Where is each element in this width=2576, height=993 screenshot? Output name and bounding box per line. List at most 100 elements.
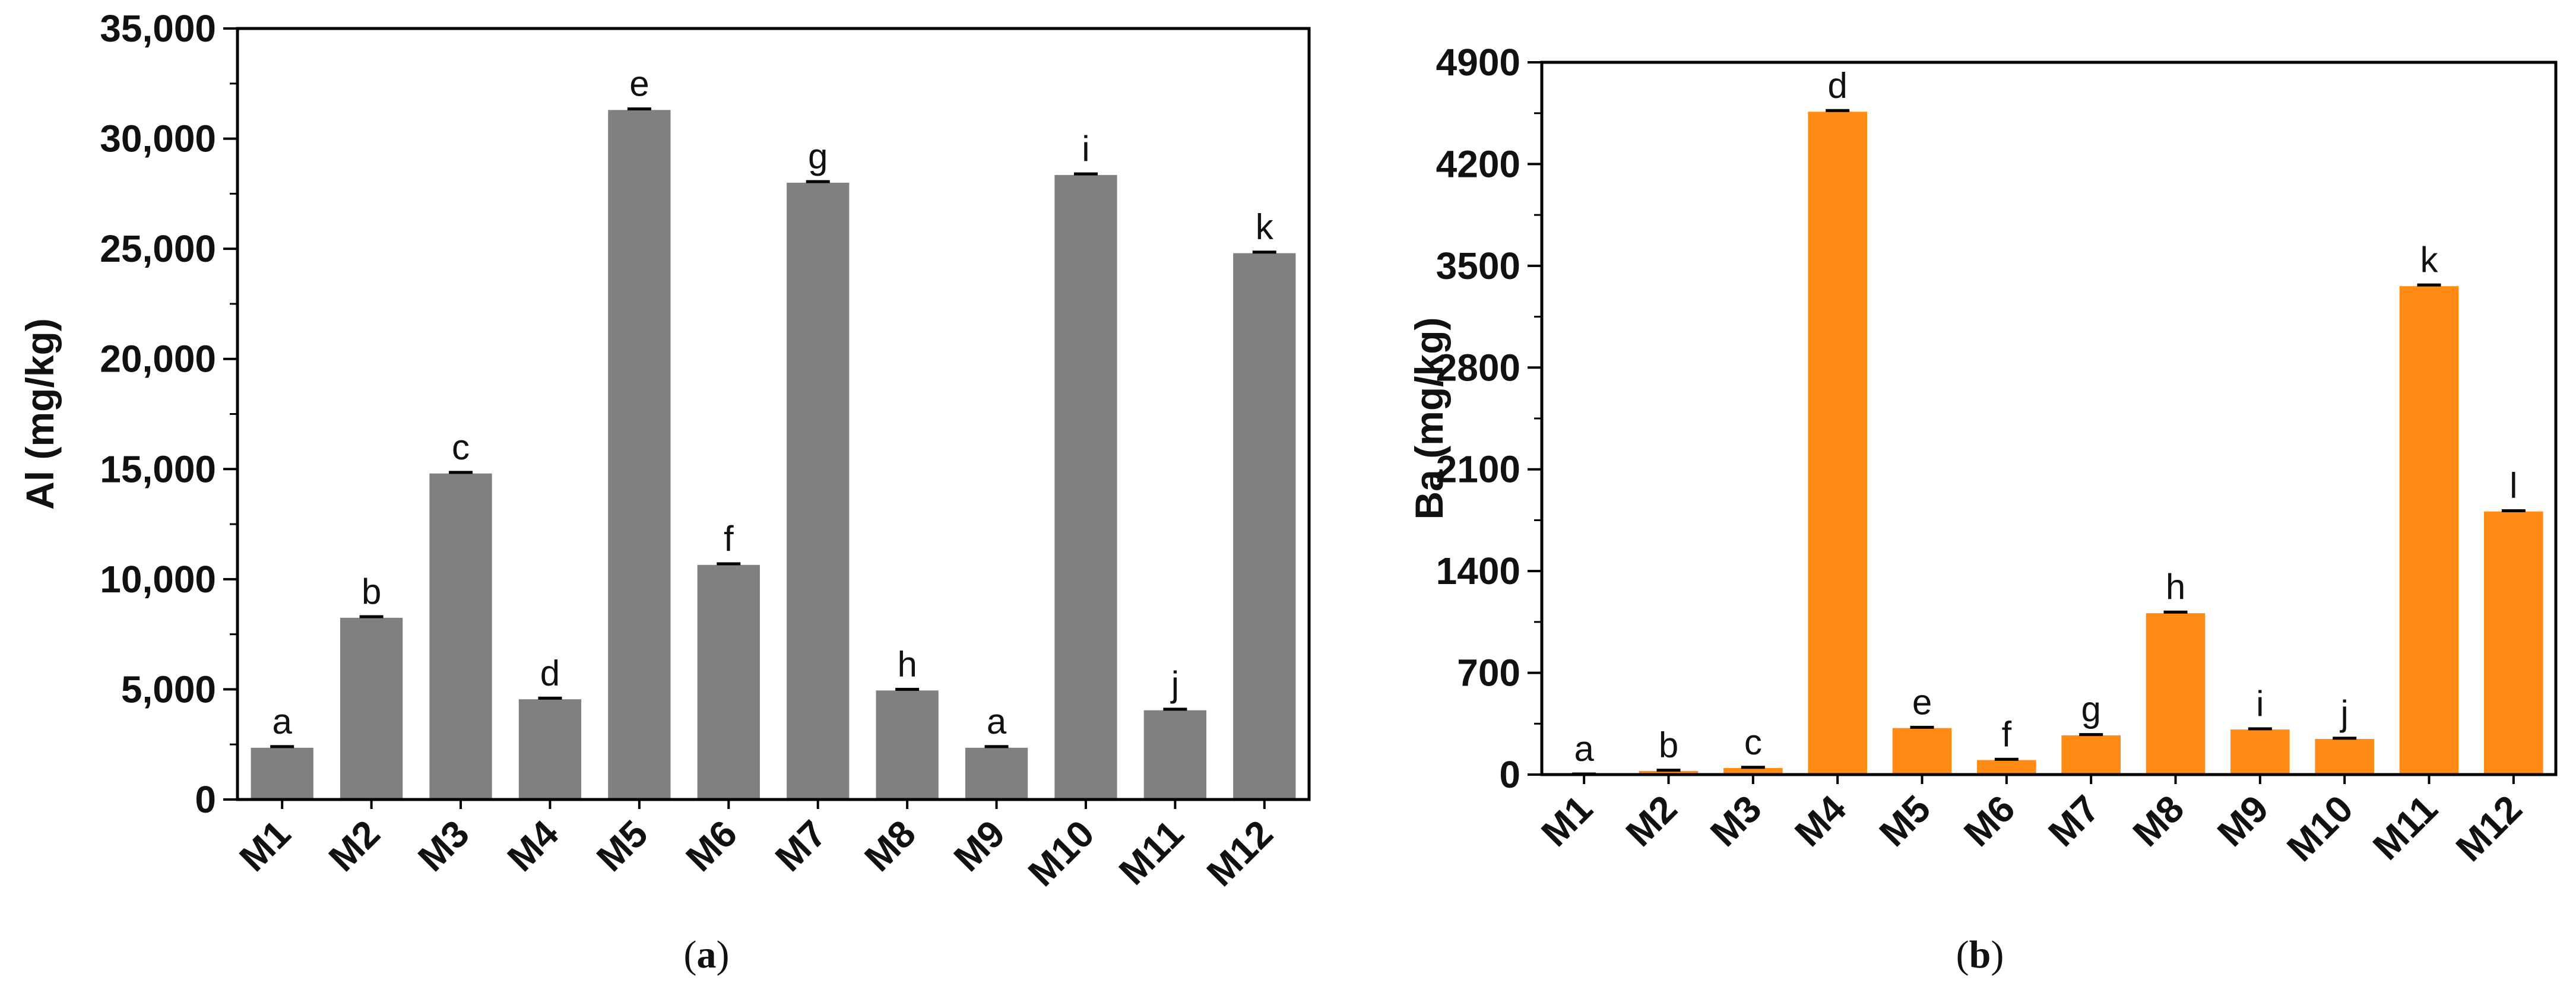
bar-m6 [697,564,760,800]
x-tick-label-m1: M1 [1533,787,1601,855]
bar-m8 [2146,613,2206,775]
significance-letter-m8: h [897,644,917,684]
plot-frame [1540,61,2558,776]
significance-letter-m1: a [273,702,293,741]
x-tick-label-m9: M9 [946,812,1013,880]
significance-letter-m6: f [2001,714,2011,754]
panel-caption: (b) [1956,933,2004,976]
caption-open-paren: ( [1956,933,1969,976]
x-tick-label-m11: M11 [2365,787,2445,868]
significance-letter-m3: c [1744,722,1762,762]
x-tick-label-m10: M10 [2279,787,2361,870]
x-tick-label-m12: M12 [1199,812,1281,894]
significance-letter-m10: j [2339,693,2348,733]
bar-m5 [1892,728,1952,775]
x-tick-label-m7: M7 [767,812,835,880]
significance-letter-m9: a [987,702,1007,741]
bar-m7 [787,182,850,800]
significance-letter-m5: e [1912,682,1932,722]
bar-m10 [2315,739,2374,775]
y-axis-title: Ba (mg/kg) [1407,317,1451,519]
y-tick-label: 4900 [1436,41,1520,84]
y-tick-label: 10,000 [100,558,216,601]
y-tick-label: 35,000 [100,7,216,50]
significance-letter-m11: k [2420,240,2439,280]
bar-m2 [340,617,403,800]
x-tick-label-m1: M1 [231,812,299,880]
bar-m3 [429,473,492,800]
panel-caption: (a) [684,933,730,976]
y-tick-label: 700 [1457,652,1520,694]
x-tick-label-m8: M8 [856,812,924,880]
significance-letter-m6: f [724,519,734,559]
x-tick-label-m11: M11 [1111,812,1192,893]
y-tick-label: 15,000 [100,448,216,490]
significance-letter-m11: j [1170,664,1179,704]
y-tick-label: 4200 [1436,142,1520,185]
significance-letter-m3: c [452,427,470,467]
bar-m3 [1723,767,1783,775]
y-tick-label: 0 [195,778,216,821]
bar-m9 [965,747,1028,800]
significance-letter-m9: i [2256,684,2264,724]
caption-letter: a [697,933,717,976]
significance-letter-m1: a [1574,729,1594,769]
bar-m10 [1054,175,1117,800]
significance-letter-m7: g [808,137,828,176]
y-tick-label: 3500 [1436,245,1520,287]
significance-letter-m4: d [540,653,560,693]
caption-letter: b [1969,933,1991,976]
x-tick-label-m2: M2 [1618,787,1685,855]
y-tick-label: 20,000 [100,338,216,380]
caption-close-paren: ) [717,933,730,976]
x-tick-label-m12: M12 [2448,787,2530,870]
x-tick-label-m4: M4 [499,812,567,880]
significance-letter-m2: b [1659,725,1678,765]
bar-m11 [1143,710,1207,800]
y-tick-label: 5,000 [121,668,216,710]
significance-letter-m4: d [1827,65,1847,105]
y-tick-label: 30,000 [100,118,216,160]
bar-m8 [876,690,939,800]
bar-m11 [2399,286,2459,775]
significance-letter-m5: e [629,64,649,103]
bar-m12 [2484,511,2543,775]
bar-m5 [608,110,671,800]
significance-letter-m2: b [362,572,381,611]
x-tick-label-m7: M7 [2040,787,2108,855]
bar-m2 [1639,770,1699,775]
significance-letter-m12: k [1256,207,1274,247]
caption-open-paren: ( [684,933,697,976]
y-tick-label: 0 [1499,753,1520,796]
bar-m12 [1233,253,1296,800]
significance-letter-m12: l [2510,466,2517,506]
y-tick-label: 1400 [1436,550,1520,592]
bar-m1 [251,747,313,800]
x-tick-label-m2: M2 [321,812,388,880]
bar-m6 [1977,760,2036,775]
x-tick-label-m4: M4 [1786,787,1854,855]
bar-m7 [2061,735,2121,775]
y-tick-label: 2800 [1436,346,1520,389]
x-tick-label-m5: M5 [588,812,656,880]
chart-panel-b: a M1 b M2 c M3 d M4 e M5 f M6 g M7 h M8 i M9 j M10 k M11 l M12 0… [1407,41,2558,976]
x-tick-label-m9: M9 [2209,787,2277,855]
significance-letter-m8: h [2166,567,2185,607]
x-tick-label-m8: M8 [2125,787,2192,855]
bar-m9 [2230,729,2290,775]
bar-m4 [518,699,582,800]
x-tick-label-m6: M6 [677,812,745,880]
chart-panel-a: a M1 b M2 c M3 d M4 e M5 f M6 g M7 h M8 a M9 i M10 j M11 k M12 0… [18,7,1311,976]
y-axis-title: Al (mg/kg) [18,318,62,510]
x-tick-label-m6: M6 [1956,787,2023,855]
x-tick-label-m3: M3 [1702,787,1770,855]
plot-frame [236,27,1311,801]
caption-close-paren: ) [1991,933,2004,976]
y-tick-label: 25,000 [100,227,216,270]
significance-letter-m7: g [2081,690,2100,729]
bar-m4 [1808,112,1867,775]
x-tick-label-m10: M10 [1020,812,1102,894]
y-tick-label: 2100 [1436,448,1520,491]
x-tick-label-m3: M3 [410,812,477,880]
